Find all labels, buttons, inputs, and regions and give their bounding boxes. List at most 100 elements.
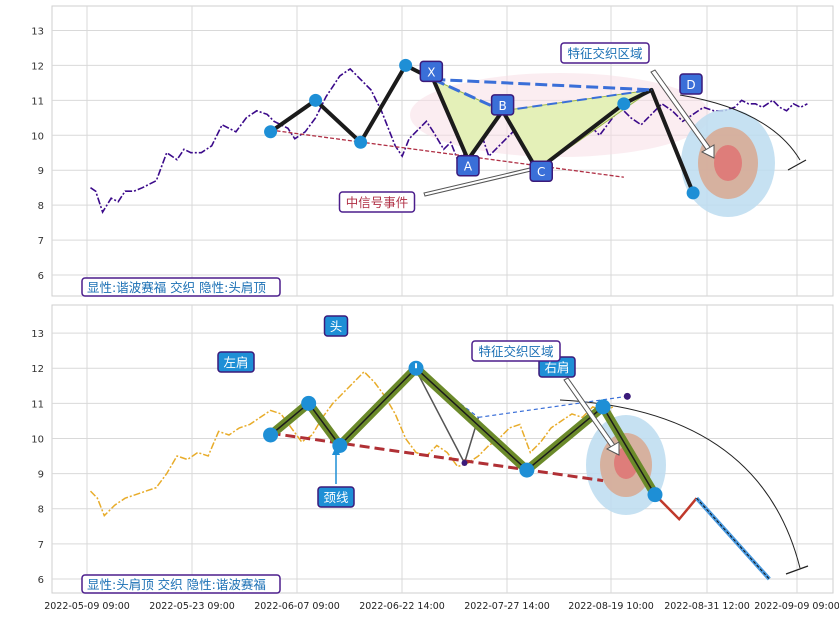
projection-arc	[679, 94, 801, 161]
neckline-label-frame	[317, 486, 355, 508]
y-tick-label: 8	[38, 505, 44, 516]
y-tick-label: 11	[31, 399, 44, 410]
neckline-label: 颈线	[317, 486, 355, 508]
feature-zone-label-frame	[471, 340, 561, 362]
head-label-text: 头	[330, 319, 343, 334]
zone-pointer-head	[605, 441, 620, 456]
hidden-harmonic-dashed	[415, 369, 479, 418]
pattern-badge-B: B	[490, 94, 515, 116]
feature-zone-label: 特征交织区域	[471, 340, 561, 362]
badge-text: D	[686, 78, 695, 92]
projection-red	[654, 493, 698, 522]
neckline-label-text: 颈线	[323, 490, 349, 505]
y-tick-label: 11	[31, 96, 44, 107]
badge-text: X	[427, 65, 435, 79]
pivot-dot	[647, 487, 663, 503]
badge-frame	[490, 94, 515, 116]
x-tick-label: 2022-08-19 10:00	[568, 601, 654, 612]
badge-text: A	[464, 160, 473, 174]
y-tick-label: 6	[38, 575, 44, 586]
y-tick-label: 8	[38, 201, 44, 212]
badge-frame	[529, 160, 553, 182]
head-label-frame	[323, 315, 349, 337]
zone-pointer-head	[700, 144, 715, 159]
head-label: 头	[323, 315, 349, 337]
pivot-dot	[354, 135, 368, 149]
legend-frame	[81, 277, 281, 297]
pivot-dot	[301, 395, 317, 411]
signal-event-label: 中信号事件	[338, 191, 416, 213]
pivot-dot	[263, 427, 279, 443]
x-tick-label: 2022-07-27 14:00	[464, 601, 550, 612]
signal-event-label-frame	[338, 191, 416, 213]
legend-text: 显性:谐波赛福 交织 隐性:头肩顶	[87, 280, 266, 295]
projection-tick	[787, 159, 807, 171]
badge-text: B	[498, 99, 506, 113]
y-tick-label: 7	[38, 236, 44, 247]
left-shoulder-label: 左肩	[217, 351, 255, 373]
pivot-dot	[595, 399, 611, 415]
feature-zone-label-text: 特征交织区域	[567, 46, 642, 61]
target-ring-inner	[714, 145, 742, 181]
legend-frame	[81, 574, 281, 594]
y-tick-label: 12	[31, 364, 44, 375]
x-tick-label: 2022-09-09 09:00	[754, 601, 839, 612]
hidden-pivot	[623, 392, 631, 400]
xd-dashed-line	[433, 77, 652, 92]
badge-frame	[419, 60, 444, 83]
y-tick-label: 10	[31, 131, 44, 142]
y-tick-label: 7	[38, 540, 44, 551]
pattern-badge-A: A	[456, 154, 480, 177]
pattern-badge-D: D	[679, 73, 703, 95]
y-tick-label: 9	[38, 470, 44, 481]
y-tick-label: 6	[38, 271, 44, 282]
badge-text: C	[537, 165, 545, 179]
pattern-badge-C: C	[529, 160, 553, 182]
neckline	[270, 431, 604, 483]
pivot-dot	[332, 437, 348, 453]
neckline	[270, 129, 624, 178]
pivot-dot	[686, 186, 700, 200]
x-tick-label: 2022-05-23 09:00	[149, 601, 235, 612]
projection-tick	[785, 565, 809, 575]
y-tick-label: 10	[31, 434, 44, 445]
badge-frame	[679, 73, 703, 95]
y-tick-label: 13	[31, 26, 44, 37]
hidden-pivot	[461, 460, 468, 467]
pivot-dot	[617, 97, 631, 111]
price-line	[90, 67, 808, 214]
feature-zone-label-text: 特征交织区域	[478, 344, 553, 359]
right-shoulder-label: 右肩	[538, 356, 576, 378]
pivot-dot	[519, 462, 535, 478]
y-tick-label: 12	[31, 61, 44, 72]
feature-zone-label: 特征交织区域	[560, 42, 650, 64]
pivot-dot	[399, 58, 413, 72]
x-tick-label: 2022-08-31 12:00	[664, 601, 750, 612]
x-tick-label: 2022-06-07 09:00	[254, 601, 340, 612]
legend-box: 显性:头肩顶 交织 隐性:谐波赛福	[81, 574, 281, 594]
badge-frame	[456, 154, 480, 177]
pivot-dot	[309, 93, 323, 107]
feature-zone-label-frame	[560, 42, 650, 64]
bd-dashed-line	[502, 88, 652, 112]
y-tick-label: 9	[38, 166, 44, 177]
xb-dashed-line	[432, 78, 504, 113]
pivot-dot	[264, 125, 278, 139]
legend-text: 显性:头肩顶 交织 隐性:谐波赛福	[87, 577, 266, 592]
pattern-badge-X: X	[419, 60, 444, 83]
projection-blue-dash	[696, 497, 770, 580]
panel-bottom: 6 7 8 9 10 11 12 13 显性:头肩顶 交织 隐性:谐波赛福	[31, 304, 834, 594]
left-shoulder-label-text: 左肩	[223, 355, 248, 370]
left-shoulder-label-frame	[217, 351, 255, 373]
y-tick-label: 13	[31, 329, 44, 340]
x-tick-label: 2022-06-22 14:00	[359, 601, 445, 612]
right-shoulder-label-text: 右肩	[544, 360, 569, 375]
legend-box: 显性:谐波赛福 交织 隐性:头肩顶	[81, 277, 281, 297]
price-line	[89, 370, 614, 518]
x-tick-label: 2022-05-09 09:00	[44, 601, 130, 612]
signal-event-label-text: 中信号事件	[346, 195, 409, 210]
